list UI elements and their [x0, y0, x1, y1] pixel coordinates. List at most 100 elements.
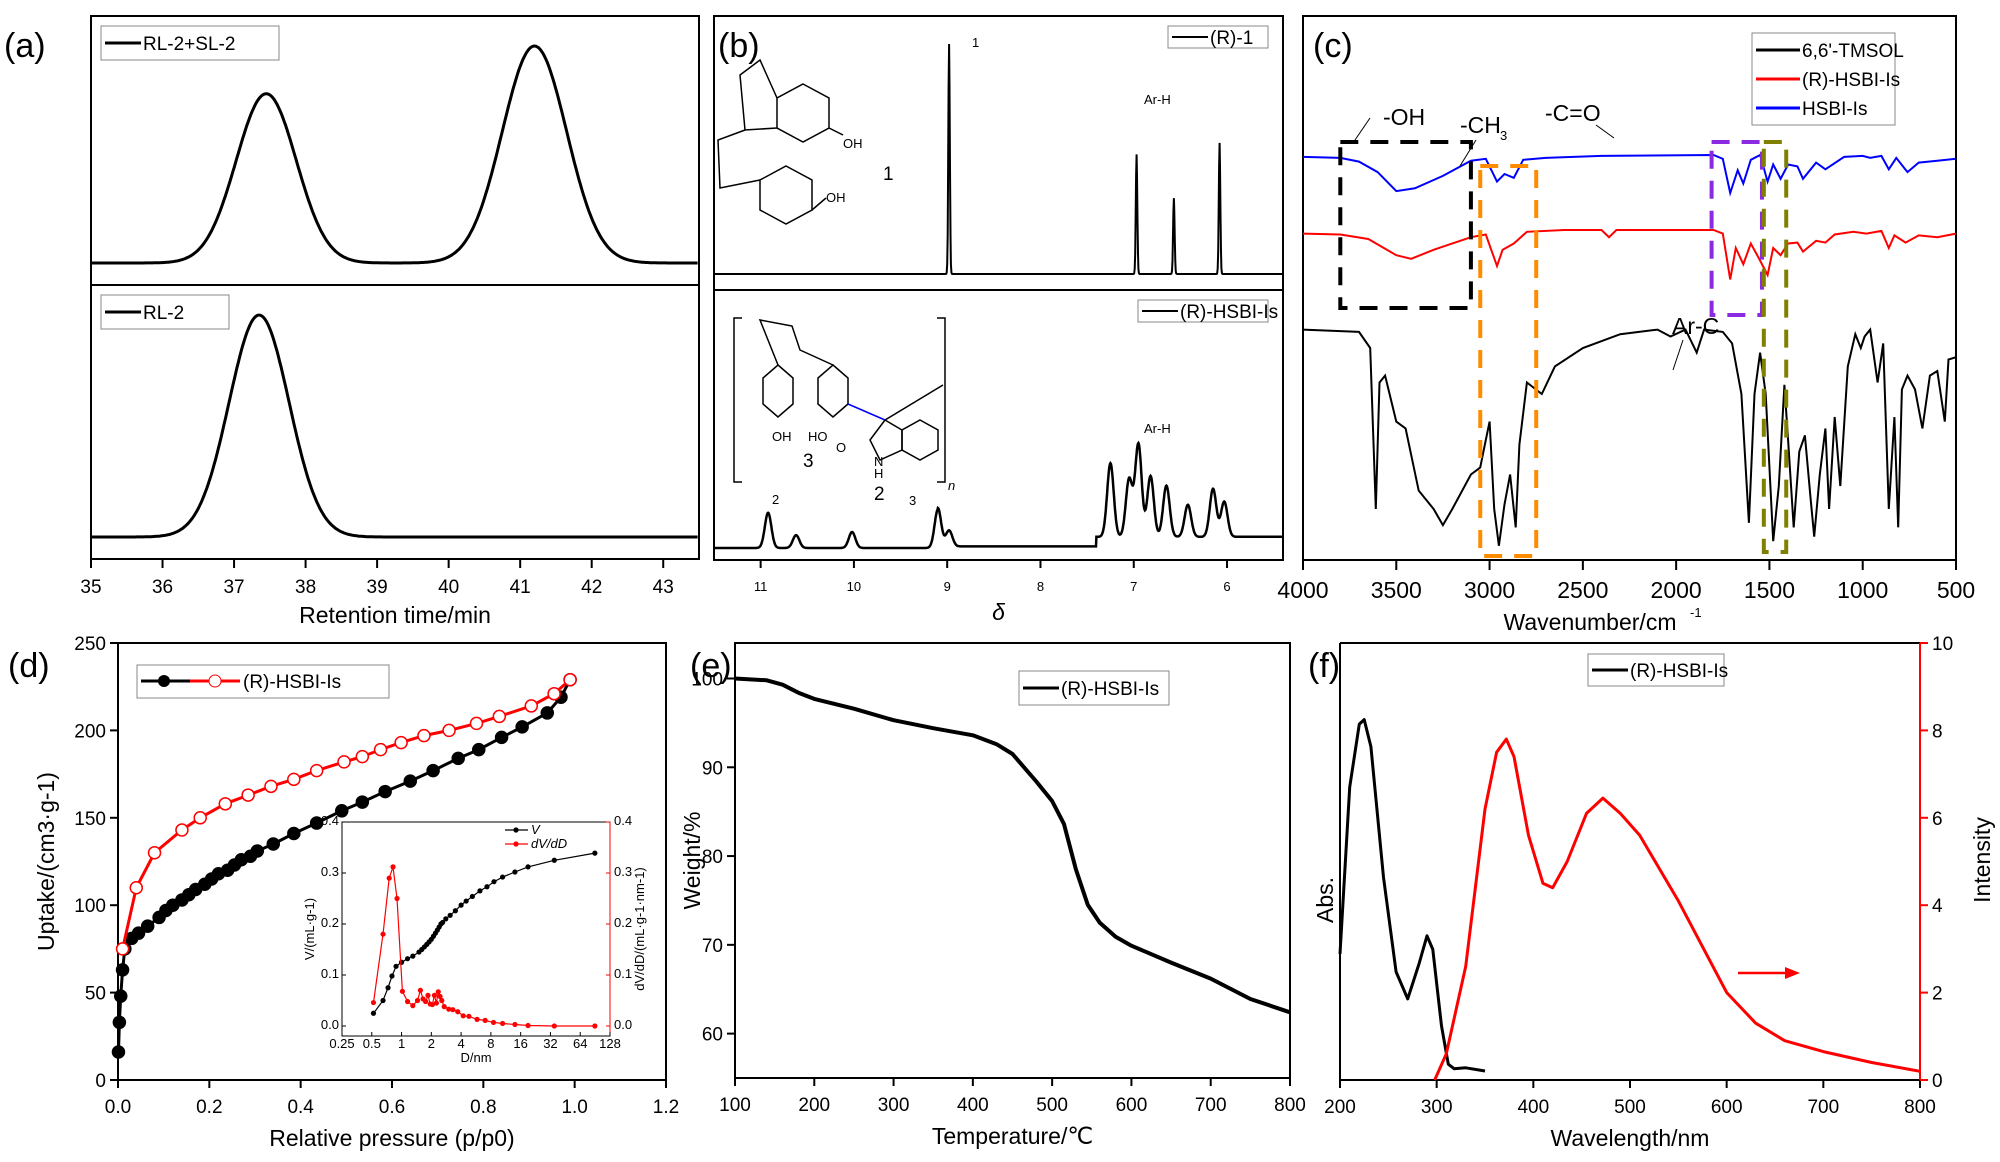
peak-label-2: 2 [772, 492, 779, 507]
panel-a: (a) RL-2+SL-2 RL-2 35 36 37 38 39 40 41 42 43 Retent… [4, 15, 700, 628]
inset-point [592, 1023, 598, 1029]
compound-label-2: 2 [874, 484, 885, 505]
x-tick-label: 200 [1324, 1097, 1356, 1118]
inset-y-tick-label: 0.3 [321, 864, 339, 879]
legend-label: (R)-HSBI-Is [1630, 661, 1728, 682]
adsorption-point [309, 816, 324, 830]
x-tick-label: 7 [1130, 579, 1137, 594]
spectrum-line-left [1338, 718, 1486, 1073]
inset-point [435, 989, 441, 995]
y2-tick-label: 4 [1932, 896, 1943, 917]
desorption-point [442, 723, 456, 738]
x-tick-label: 300 [1421, 1097, 1453, 1118]
annotation-ar-c: Ar-C [1672, 313, 1719, 339]
chain-bond [884, 384, 944, 421]
adsorption-point [140, 919, 155, 933]
adsorption-point [451, 751, 465, 766]
panel-label-e: (e) [690, 647, 732, 685]
inset-point [440, 919, 446, 926]
inset-point [417, 987, 423, 993]
inset-y2-tick-label: 0.0 [614, 1017, 632, 1032]
legend-label: (R)-HSBI-Is [1061, 679, 1159, 700]
legend: (R)-HSBI-Is [136, 664, 390, 699]
arrow-line [1595, 124, 1615, 139]
inset-point [410, 953, 416, 959]
x-tick-label: 2500 [1557, 577, 1608, 603]
inset-x-tick-label: 0.5 [363, 1036, 381, 1051]
chromatogram-line [91, 313, 698, 539]
inset-point [394, 895, 400, 902]
y-tick-label: 70 [702, 936, 723, 957]
x-tick-label: 41 [510, 577, 531, 598]
benzene-ring [776, 83, 830, 143]
inset-y-tick-label: 0.0 [321, 1017, 339, 1032]
y2-axis-title: Intensity [1969, 817, 1995, 903]
ho-label: HO [808, 429, 828, 444]
x-tick-label: 1.2 [653, 1097, 679, 1118]
inset-point [390, 864, 396, 870]
inset-point [446, 1006, 452, 1012]
inset-point [422, 998, 429, 1005]
adsorption-point [515, 720, 529, 734]
x-axis-title: Retention time/min [299, 602, 491, 628]
inset-point [525, 1022, 531, 1029]
oh-label: OH [826, 190, 846, 205]
oh-bond [811, 197, 827, 211]
ir-series-line [1302, 327, 1957, 546]
x-tick-label: 700 [1195, 1095, 1227, 1116]
desorption-point [175, 823, 189, 837]
linker-bond [847, 403, 886, 421]
y-tick-label: 0 [95, 1071, 106, 1092]
desorption-point [264, 779, 278, 794]
inset-point [399, 988, 406, 994]
legend-label: RL-2+SL-2 [143, 34, 235, 55]
benzene-ring [762, 364, 794, 418]
desorption-point [147, 846, 162, 860]
legend: 6,6'-TMSOL (R)-HSBI-Is HSBI-Is [1751, 32, 1904, 126]
adsorption-point [378, 784, 392, 799]
x-tick-label: 800 [1904, 1097, 1936, 1118]
inset-point [450, 1007, 456, 1013]
inset-point [463, 898, 469, 904]
inset-point [414, 997, 421, 1004]
cyclopentane-ring [739, 58, 778, 131]
inset-y2-tick-label: 0.3 [614, 864, 632, 879]
inset-y2-tick-label: 0.2 [614, 915, 632, 930]
desorption-point [193, 811, 207, 825]
x-tick-label: 0.0 [105, 1097, 131, 1118]
inset-x-tick-label: 32 [543, 1036, 557, 1051]
x-axis-title: Wavelength/nm [1551, 1125, 1710, 1151]
y-tick-label: 90 [702, 758, 723, 779]
y2-tick-label: 0 [1932, 1071, 1943, 1092]
panel-label-b: (b) [718, 27, 760, 65]
desorption-point [373, 742, 388, 757]
desorption-point [394, 735, 408, 750]
inset-point [431, 992, 438, 999]
desorption-point [115, 942, 130, 956]
y-tick-label: 100 [691, 670, 723, 691]
plot-frame [1302, 15, 1957, 561]
y-tick-label: 200 [74, 721, 106, 742]
adsorption-point [112, 1015, 127, 1030]
y2-tick-label: 10 [1932, 634, 1953, 655]
x-tick-label: 0.2 [196, 1097, 222, 1118]
adsorption-point [472, 742, 486, 757]
inset-point [393, 963, 399, 969]
inset-point [389, 973, 395, 979]
arrow-line [1672, 339, 1684, 371]
chromatogram-line [91, 44, 698, 265]
x-tick-label: 1000 [1837, 577, 1888, 603]
repeat-unit-n: n [948, 478, 955, 493]
inset-point [386, 875, 392, 881]
x-tick-label: 9 [944, 579, 951, 594]
inset-x-tick-label: 4 [457, 1036, 464, 1051]
lactam-ring [869, 419, 903, 461]
x-tick-label: 2000 [1651, 577, 1702, 603]
y-tick-label: 250 [74, 634, 106, 655]
inset-point [433, 1000, 439, 1006]
x-tick-label: 0.8 [470, 1097, 496, 1118]
inset-point [437, 993, 443, 1000]
inset-legend-label: dV/dD [531, 836, 567, 851]
benzene-ring [817, 364, 849, 418]
